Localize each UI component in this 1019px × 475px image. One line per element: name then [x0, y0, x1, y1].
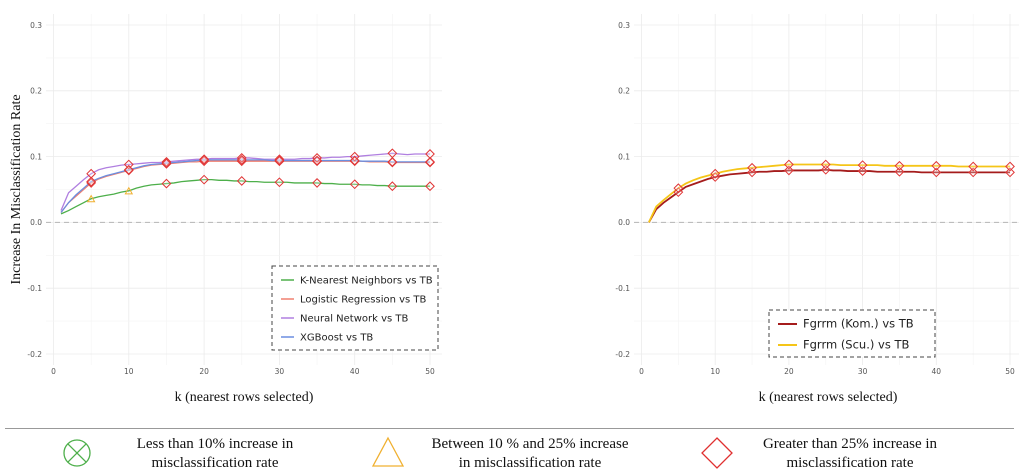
x-tick-label: 10 — [124, 367, 134, 376]
y-tick-label: 0.3 — [618, 21, 630, 30]
legend-label: XGBoost vs TB — [300, 333, 373, 344]
diamond-marker — [673, 183, 684, 194]
diamond-marker — [274, 155, 285, 166]
diamond-marker — [1005, 167, 1015, 178]
x-axis-title: k (nearest rows selected) — [759, 390, 898, 405]
diamond-marker — [349, 155, 360, 166]
diamond-marker — [86, 178, 97, 188]
x-tick-label: 40 — [350, 367, 360, 376]
series-line — [60, 178, 430, 215]
circle-x-icon — [63, 439, 91, 467]
legend-label: Neural Network vs TB — [300, 314, 409, 325]
marker-legend-label: misclassification rate — [786, 455, 913, 471]
diamond-marker — [161, 156, 172, 167]
diamond-marker — [236, 153, 247, 163]
diamond-marker — [274, 177, 285, 188]
legend-label: Logistic Regression vs TB — [300, 295, 427, 306]
diamond-marker — [312, 155, 322, 166]
diamond-marker — [894, 160, 905, 171]
y-tick-label: -0.2 — [27, 350, 42, 359]
diamond-marker — [199, 154, 210, 165]
diamond-marker — [820, 164, 831, 175]
legend-label: K-Nearest Neighbors vs TB — [300, 276, 433, 287]
marker-legend-label: Less than 10% increase in — [137, 436, 294, 452]
diamond-marker — [747, 162, 757, 173]
diamond-marker — [857, 160, 868, 171]
x-tick-label: 20 — [199, 367, 209, 376]
diamond-icon — [701, 437, 733, 469]
diamond-marker — [199, 174, 210, 185]
diamond-marker — [425, 181, 435, 192]
x-axis-title: k (nearest rows selected) — [175, 390, 314, 405]
diamond-marker — [123, 164, 134, 175]
x-tick-label: 50 — [425, 367, 435, 376]
diamond-marker — [349, 179, 360, 190]
diamond-marker — [274, 154, 285, 165]
legend-label: Fgrrm (Kom.) vs TB — [803, 317, 914, 331]
y-tick-label: 0.1 — [30, 152, 42, 161]
chart-panel-2: 0.3 0.2 0.1 0.0 -0.1 -0.2 0 10 20 30 40 50 k (neares… — [615, 14, 1019, 405]
diamond-marker — [931, 167, 942, 178]
y-axis-title: Increase In Misclassification Rate — [9, 94, 24, 284]
marker-legend: Less than 10% increase in misclassificati… — [63, 436, 938, 471]
triangle-marker — [86, 194, 96, 203]
y-tick-label: 0.2 — [618, 87, 630, 96]
marker-legend-label: in misclassification rate — [459, 455, 602, 471]
y-tick-label: -0.2 — [615, 350, 630, 359]
x-tick-label: 0 — [639, 367, 644, 376]
diamond-marker — [857, 166, 868, 176]
diamond-marker — [968, 161, 979, 172]
diamond-marker — [387, 156, 398, 167]
diamond-marker — [236, 176, 247, 186]
diamond-marker — [236, 154, 247, 165]
legend-box — [271, 265, 439, 351]
diamond-marker — [161, 158, 172, 169]
diamond-marker — [931, 160, 942, 171]
diamond-marker — [86, 176, 97, 187]
diamond-marker — [312, 178, 322, 188]
x-tick-label: 0 — [51, 367, 56, 376]
series-line — [60, 159, 430, 213]
diamond-marker — [820, 159, 831, 170]
triangle-marker — [124, 186, 134, 195]
x-tick-label: 10 — [710, 367, 720, 376]
series-legend: K-Nearest Neighbors vs TB Logistic Regres… — [271, 265, 439, 351]
y-tick-label: 0.3 — [30, 21, 42, 30]
y-tick-label: 0.0 — [618, 218, 630, 227]
y-tick-label: -0.1 — [27, 284, 42, 293]
legend-label: Fgrrm (Scu.) vs TB — [803, 338, 909, 352]
marker-legend-label: Greater than 25% increase in — [763, 436, 938, 452]
x-tick-label: 30 — [275, 367, 285, 376]
series-line — [60, 160, 430, 213]
diamond-marker — [161, 178, 172, 189]
y-tick-label: 0.0 — [30, 218, 42, 227]
chart-panel-1: 0.3 0.2 0.1 0.0 -0.1 -0.2 0 10 20 30 40 50 k (neares… — [9, 14, 442, 405]
diamond-marker — [312, 153, 322, 163]
diamond-marker — [387, 181, 398, 192]
diamond-marker — [783, 159, 794, 170]
triangle-icon — [371, 436, 405, 467]
x-tick-label: 30 — [858, 367, 868, 376]
diamond-marker — [425, 156, 435, 167]
x-tick-label: 40 — [932, 367, 942, 376]
y-tick-label: -0.1 — [615, 284, 630, 293]
diamond-marker — [710, 168, 721, 179]
marker-legend-label: Between 10 % and 25% increase — [431, 436, 628, 452]
y-tick-label: 0.2 — [30, 87, 42, 96]
diamond-marker — [123, 159, 134, 170]
diamond-marker — [199, 156, 210, 167]
diamond-marker — [894, 166, 905, 177]
series-legend: Fgrrm (Kom.) vs TB Fgrrm (Scu.) vs TB — [768, 309, 936, 358]
y-tick-label: 0.1 — [618, 152, 630, 161]
x-tick-label: 50 — [1005, 367, 1015, 376]
x-tick-label: 20 — [784, 367, 794, 376]
legend-box — [768, 309, 936, 358]
marker-legend-label: misclassification rate — [151, 455, 278, 471]
diamond-marker — [968, 167, 979, 178]
diamond-marker — [1005, 161, 1015, 172]
diamond-marker — [783, 165, 794, 176]
